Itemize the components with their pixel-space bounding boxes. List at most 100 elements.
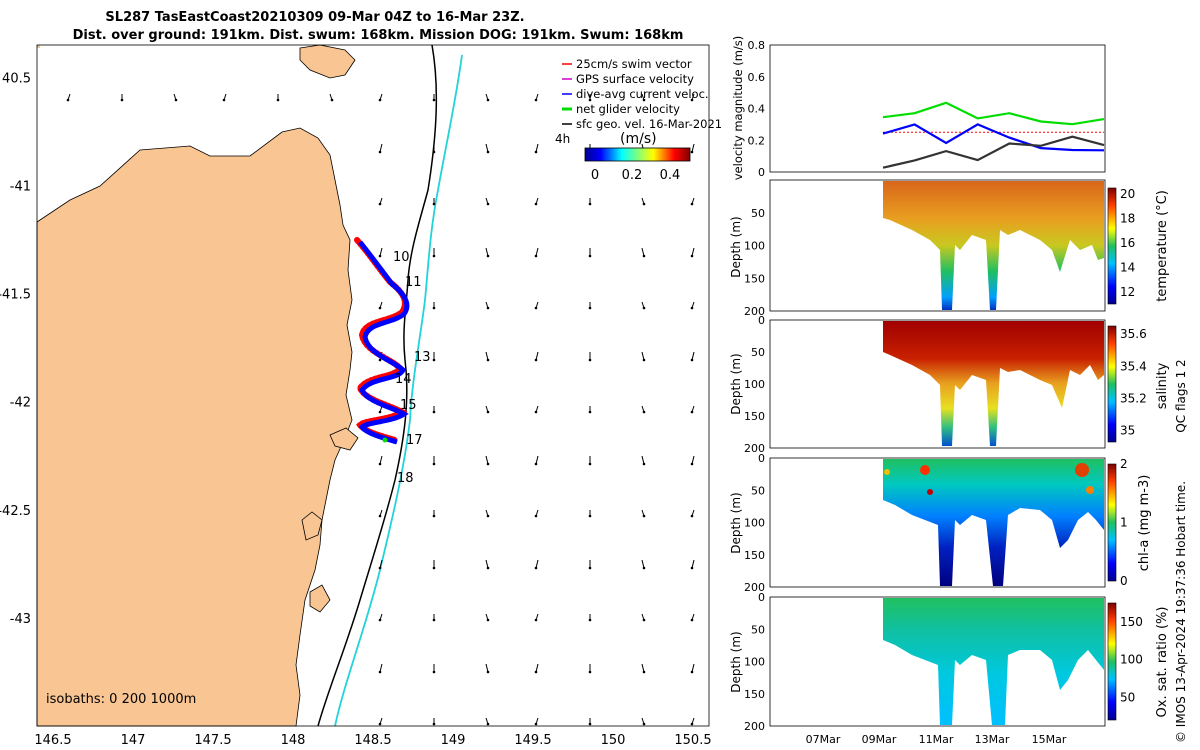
velocity-arrow-head [588,98,592,102]
velocity-arrow-head [486,150,490,154]
cbar-tick: 35 [1120,424,1135,438]
isobaths-label: isobaths: 0 200 1000m [46,692,196,707]
velocity-arrow [535,559,539,569]
chla-colorbar [1107,463,1117,582]
chla-cbar-label: chl-a (mg m-3) [1137,475,1152,572]
velocity-arrow [379,143,383,153]
map-ytick-label: -42.5 [0,504,31,519]
chla-ylabel: Depth (m) [729,492,743,553]
depth-tick: 150 [744,272,765,285]
cbar-tick: 100 [1120,653,1143,667]
velocity-arrow-head [378,358,382,362]
salinity-panel: 0 50 100 150 200 Depth (m) 35.6 35.4 35.2 35 sa… [729,314,1170,455]
chla-y-ticks: 0 50 100 150 200 [744,452,765,594]
oxygen-cbar-label: Ox. sat. ratio (%) [1155,607,1170,718]
velocity-arrow-head [588,566,592,570]
velocity-arrow-head [690,514,694,518]
velocity-arrow-head [534,150,538,154]
map-xtick-label: 150.5 [674,733,711,748]
velocity-ytick: 0.6 [748,71,766,84]
legend-gps-velocity: GPS surface velocity [562,72,694,86]
velocity-arrow-head [378,150,382,154]
depth-tick: 100 [744,656,765,669]
velocity-arrow [379,663,383,673]
velocity-arrow-head [690,618,694,622]
map-ytick-label: -43 [10,612,31,627]
velocity-panel: 0 0.2 0.4 0.6 0.8 velocity magnitude (m/s) [731,36,1106,180]
velocity-arrow-head [486,722,490,726]
velocity-arrow-head [534,254,538,258]
salinity-section [883,321,1104,446]
velocity-series-line [882,123,1105,152]
cbar-tick: 20 [1120,187,1135,201]
depth-tick: 0 [758,452,765,465]
time-axis-ticks: 07Mar 09Mar 11Mar 13Mar 15Mar [806,733,1067,746]
temperature-cbar-ticks: 20 18 16 14 12 [1120,187,1135,299]
velocity-arrow-head [120,98,124,102]
velocity-arrow-head [378,306,382,310]
map-ytick-label: -41 [10,180,31,195]
velocity-y-ticks: 0 0.2 0.4 0.6 0.8 [748,39,766,179]
legend-extra-4h: 4h [555,132,570,146]
velocity-arrow-head [588,254,592,258]
velocity-arrow [485,143,489,153]
map-ytick-label: 40.5 [2,71,31,86]
velocity-arrow-head [690,306,694,310]
day-label: 11 [405,275,422,290]
velocity-arrow-head [534,670,538,674]
velocity-arrow-head [642,514,646,518]
velocity-arrow-head [486,462,490,466]
velocity-arrow [691,663,695,673]
cbar-tick: 35.2 [1120,392,1147,406]
salinity-ylabel: Depth (m) [729,353,743,414]
salinity-cbar-label: salinity [1155,362,1170,409]
map-y-ticks: 40.5 -41 -41.5 -42 -42.5 -43 [0,71,31,626]
temperature-colorbar [1107,187,1117,305]
velocity-arrow-head [432,462,436,466]
map-xtick-label: 147 [121,733,146,748]
svg-text:dive-avg current veloc.: dive-avg current veloc. [576,87,709,101]
isobath-1000m [317,44,438,727]
map-ytick-label: -41.5 [0,288,31,303]
cbar-tick-2: 0.4 [660,168,681,183]
map-xtick-label: 150 [601,733,626,748]
velocity-arrow-head [642,306,646,310]
depth-tick: 200 [744,720,765,733]
velocity-arrow-head [642,462,646,466]
velocity-arrow-head [486,566,490,570]
map-colorbar [584,147,691,162]
velocity-arrow-head [66,98,70,102]
velocity-arrow-head [588,462,592,466]
oxygen-section [883,598,1104,725]
velocity-arrow-head [534,462,538,466]
velocity-arrow-head [588,410,592,414]
velocity-arrow [691,455,695,465]
velocity-arrow [535,663,539,673]
velocity-arrow-head [588,306,592,310]
isobath-200m [334,54,463,727]
velocity-arrow-head [534,618,538,622]
velocity-arrow-head [486,254,490,258]
velocity-arrow-head [486,358,490,362]
depth-tick: 50 [751,207,765,220]
imos-credit: © IMOS 13-Apr-2024 19:37:36 Hobart time. [1174,481,1188,743]
velocity-arrow-head [642,410,646,414]
colorbar-label: (m/s) [620,131,657,147]
depth-tick: 200 [744,305,765,318]
cbar-tick-0: 0 [591,168,599,183]
velocity-arrow-head [534,722,538,726]
time-tick: 13Mar [975,733,1010,746]
velocity-arrow-head [690,202,694,206]
depth-tick: 200 [744,581,765,594]
map-ytick-label: -42 [10,396,31,411]
temperature-y-ticks: 50 100 150 200 [744,207,765,318]
velocity-arrow-head [690,722,694,726]
time-tick: 11Mar [919,733,954,746]
velocity-arrow-head [174,98,178,102]
temperature-section [883,181,1104,310]
surface-velocity-arrows [66,93,695,726]
time-tick: 07Mar [806,733,841,746]
map-x-ticks: 146.5 147 147.5 148 148.5 149 149.5 150 150.5 [34,733,711,748]
svg-text:25cm/s swim vector: 25cm/s swim vector [576,57,692,71]
oxygen-cbar-ticks: 150 100 50 [1120,615,1143,704]
